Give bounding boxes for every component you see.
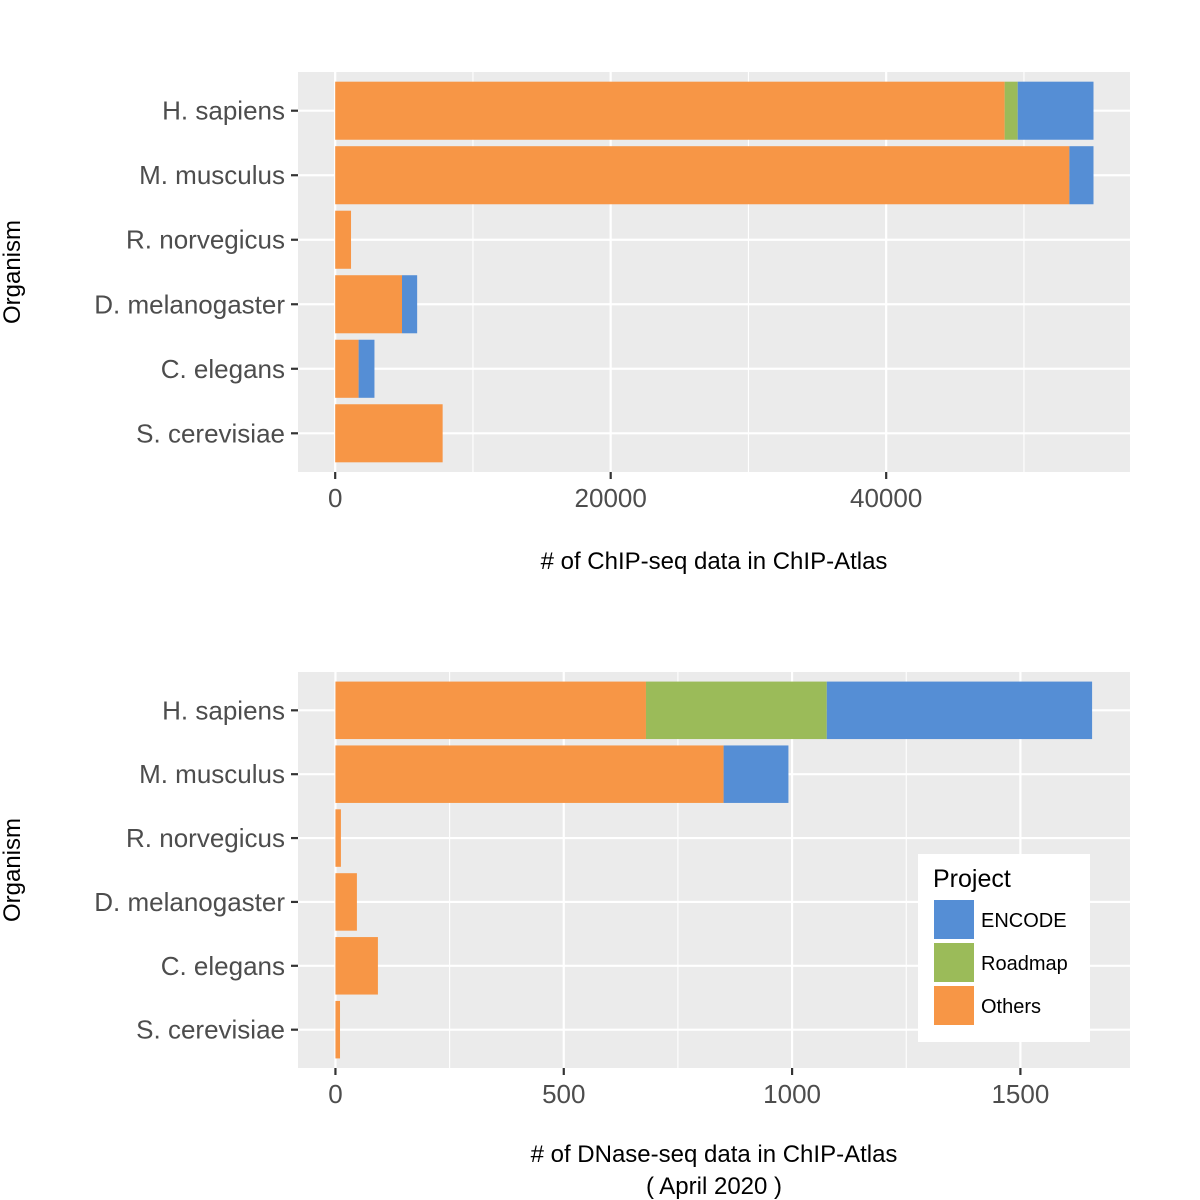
dnaseq-chart: H. sapiens M. musculus R. norvegicus D. mel… — [0, 672, 1130, 1200]
legend-label-others: Others — [981, 996, 1041, 1018]
dnaseq-bar-h-sapiens-roadmap — [645, 681, 827, 740]
chipseq-x-axis-title: # of ChIP-seq data in ChIP-Atlas — [541, 548, 888, 575]
dnaseq-y-tick-label-h-sapiens: H. sapiens — [162, 695, 285, 725]
dnaseq-y-tick-label-c-elegans: C. elegans — [161, 951, 285, 981]
chipseq-x-tick-label: 20000 — [575, 483, 647, 513]
chipseq-bar-m-musculus-encode — [1069, 146, 1094, 205]
chipseq-bar-h-sapiens-roadmap — [1004, 81, 1018, 140]
chipseq-bar-c-elegans-others — [335, 339, 359, 398]
dnaseq-x-axis-title: # of DNase-seq data in ChIP-Atlas — [531, 1141, 898, 1168]
dnaseq-y-tick-label-s-cerevisiae: S. cerevisiae — [136, 1015, 285, 1045]
dnaseq-y-tick-label-m-musculus: M. musculus — [139, 759, 285, 789]
chipseq-y-tick-label-h-sapiens: H. sapiens — [162, 96, 285, 126]
dnaseq-y-tick-label-d-melanogaster: D. melanogaster — [94, 887, 285, 917]
dnaseq-x-tick-label: 0 — [328, 1079, 342, 1109]
dnaseq-bar-d-melanogaster-others — [335, 873, 357, 931]
chipseq-bar-h-sapiens-encode — [1017, 81, 1094, 140]
legend-swatch-others — [934, 986, 974, 1025]
dnaseq-x-tick-label: 1500 — [991, 1079, 1049, 1109]
dnaseq-bar-h-sapiens-encode — [826, 681, 1093, 740]
dnaseq-x-axis: 0 500 1000 1500 — [328, 1068, 1049, 1109]
dnaseq-y-tick-label-r-norvegicus: R. norvegicus — [126, 823, 285, 853]
chipseq-x-axis: 0 20000 40000 — [328, 472, 922, 513]
chipseq-x-tick-label: 40000 — [850, 483, 922, 513]
dnaseq-y-axis: H. sapiens M. musculus R. norvegicus D. mel… — [94, 695, 298, 1045]
dnaseq-bar-s-cerevisiae-others — [335, 1000, 341, 1059]
chipseq-y-tick-label-c-elegans: C. elegans — [161, 354, 285, 384]
legend-swatch-roadmap — [934, 943, 974, 982]
legend: Project ENCODE Roadmap Others — [918, 854, 1090, 1042]
dnaseq-bar-h-sapiens-others — [335, 681, 646, 740]
dnaseq-x-axis-subtitle: ( April 2020 ) — [646, 1173, 782, 1200]
dnaseq-bar-c-elegans-others — [335, 937, 378, 995]
chipseq-y-axis: H. sapiens M. musculus R. norvegicus D. mel… — [94, 96, 298, 448]
legend-title: Project — [933, 865, 1011, 893]
dnaseq-x-tick-label: 1000 — [763, 1079, 821, 1109]
chipseq-bar-d-melanogaster-encode — [402, 275, 418, 334]
legend-swatch-encode — [934, 900, 974, 939]
chipseq-bar-r-norvegicus-others — [335, 210, 352, 269]
chipseq-bar-c-elegans-encode — [358, 339, 375, 398]
chipseq-chart: H. sapiens M. musculus R. norvegicus D. mel… — [0, 72, 1130, 575]
chipseq-bar-h-sapiens-others — [335, 81, 1005, 140]
chipseq-bar-m-musculus-others — [335, 146, 1070, 205]
dnaseq-bar-r-norvegicus-others — [335, 809, 341, 867]
legend-label-roadmap: Roadmap — [981, 953, 1068, 975]
chipseq-bar-d-melanogaster-others — [335, 275, 402, 334]
dnaseq-x-tick-label: 500 — [542, 1079, 585, 1109]
chipseq-y-tick-label-m-musculus: M. musculus — [139, 160, 285, 190]
dnaseq-y-axis-title: Organism — [0, 818, 26, 922]
chipseq-bar-s-cerevisiae-others — [335, 404, 443, 463]
chipseq-y-tick-label-r-norvegicus: R. norvegicus — [126, 225, 285, 255]
dnaseq-bar-m-musculus-encode — [723, 745, 789, 803]
chipseq-y-tick-label-d-melanogaster: D. melanogaster — [94, 289, 285, 319]
legend-label-encode: ENCODE — [981, 910, 1067, 932]
dnaseq-bars — [335, 681, 1093, 1059]
legend-items: ENCODE Roadmap Others — [934, 900, 1068, 1025]
chipseq-bars — [335, 81, 1094, 463]
chipseq-y-axis-title: Organism — [0, 220, 26, 324]
dnaseq-bar-m-musculus-others — [335, 745, 724, 803]
chipseq-y-tick-label-s-cerevisiae: S. cerevisiae — [136, 418, 285, 448]
chipseq-x-tick-label: 0 — [328, 483, 342, 513]
